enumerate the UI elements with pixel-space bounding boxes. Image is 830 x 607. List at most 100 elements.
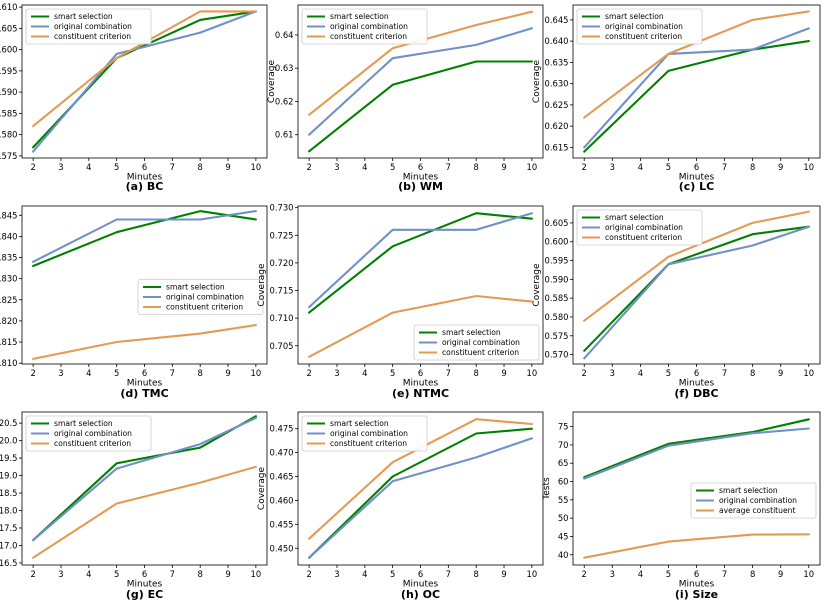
legend-box (690, 482, 817, 519)
legend-label-constituent-criterion: constituent criterion (605, 233, 682, 242)
y-tick-label: 0.585 (545, 293, 569, 303)
x-tick-label: 4 (638, 569, 643, 579)
panel-caption: (d) TMC (120, 387, 168, 400)
x-tick-label: 10 (803, 162, 814, 172)
y-tick-label: 0.590 (0, 87, 18, 97)
x-tick-label: 7 (170, 569, 175, 579)
x-tick-label: 4 (362, 569, 367, 579)
x-tick-label: 3 (334, 162, 339, 172)
x-tick-label: 2 (306, 162, 311, 172)
panel-caption: (b) WM (398, 180, 443, 193)
legend-label-smart-selection: smart selection (605, 213, 664, 222)
x-axis-label: Minutes (679, 173, 715, 183)
series-line-constituent-criterion (32, 10, 257, 128)
y-tick-label: 18.5 (0, 488, 18, 498)
x-tick-label: 4 (86, 162, 91, 172)
x-tick-label: 10 (251, 569, 262, 579)
series-line-smart-selection (583, 40, 810, 153)
x-tick-label: 2 (306, 368, 311, 378)
legend-label-constituent-criterion: constituent criterion (54, 32, 131, 41)
y-tick-label: 0.605 (0, 23, 18, 33)
y-tick-label: 60 (558, 477, 569, 487)
y-axis-label: Coverage (532, 263, 542, 307)
chart-b-wm: 2 3 4 5 6 7 8 9 10 0.61 0.62 0.63 0.64 Minutes Coverag… (267, 4, 544, 193)
y-tick-label: 0.720 (270, 258, 294, 268)
panel-caption: (a) BC (126, 180, 164, 193)
chart-a-bc: 2 3 4 5 6 7 8 9 10 0.575 0.580 0.585 0.590 0.595 0.600… (0, 2, 268, 193)
y-axis-label: Coverage (257, 466, 267, 510)
legend-box (301, 8, 428, 45)
x-tick-label: 2 (582, 368, 587, 378)
y-tick-label: 0.63 (275, 63, 294, 73)
series-line-constituent-criterion (308, 294, 533, 358)
x-tick-label: 6 (418, 162, 423, 172)
legend-box (25, 415, 152, 452)
legend-label-smart-selection: smart selection (330, 419, 389, 428)
y-axis-label: Coverage (267, 59, 277, 103)
x-tick-label: 9 (778, 162, 783, 172)
legend-label-smart-selection: smart selection (719, 486, 778, 495)
panel-caption: (c) LC (679, 180, 715, 193)
x-axis-label: Minutes (127, 173, 163, 183)
legend-label-smart-selection: smart selection (54, 12, 113, 21)
legend-box (413, 324, 540, 361)
legend-box (25, 8, 152, 45)
x-tick-label: 5 (666, 162, 671, 172)
series-line-original-combination (583, 225, 810, 360)
x-axis-label: Minutes (403, 173, 439, 183)
y-tick-label: 0.62 (275, 96, 294, 106)
y-tick-label: 0.470 (270, 448, 294, 458)
y-tick-label: 0.585 (0, 108, 18, 118)
x-tick-label: 2 (30, 368, 35, 378)
y-tick-label: 20.0 (0, 436, 18, 446)
y-tick-label: 0.570 (545, 350, 569, 360)
series-line-average-constituent (583, 533, 810, 559)
legend-label-smart-selection: smart selection (330, 12, 389, 21)
legend-label-original-combination: original combination (719, 496, 797, 505)
x-tick-label: 7 (446, 569, 451, 579)
series-line-constituent-criterion (32, 465, 257, 559)
y-tick-label: 18.0 (0, 506, 18, 516)
x-tick-label: 7 (722, 569, 727, 579)
y-tick-label: 75 (558, 422, 569, 432)
x-tick-label: 3 (58, 569, 63, 579)
series-line-original-combination (308, 437, 533, 559)
x-axis-label: Minutes (679, 379, 715, 389)
y-tick-label: 55 (558, 495, 569, 505)
series-line-constituent-criterion (583, 10, 810, 119)
legend-label-constituent-criterion: constituent criterion (442, 348, 519, 357)
series-line-original-combination (308, 27, 533, 136)
y-tick-label: 0.615 (545, 142, 569, 152)
x-tick-label: 8 (750, 569, 755, 579)
series-line-original-combination (32, 10, 257, 153)
legend-label-average-constituent: average constituent (719, 506, 795, 515)
x-tick-label: 5 (390, 162, 395, 172)
x-tick-label: 5 (390, 569, 395, 579)
x-tick-label: 6 (142, 569, 147, 579)
legend-label-smart-selection: smart selection (605, 12, 664, 21)
x-axis-label: Minutes (403, 379, 439, 389)
legend-label-original-combination: original combination (54, 22, 132, 31)
x-tick-label: 3 (610, 368, 615, 378)
x-tick-label: 10 (527, 162, 538, 172)
panel-caption: (i) Size (675, 588, 718, 601)
legend-label-original-combination: original combination (605, 223, 683, 232)
x-tick-label: 8 (474, 368, 479, 378)
y-tick-label: 17.0 (0, 540, 18, 550)
x-tick-label: 2 (582, 569, 587, 579)
x-tick-label: 10 (251, 368, 262, 378)
y-tick-label: 19.0 (0, 471, 18, 481)
x-tick-label: 8 (198, 368, 203, 378)
x-tick-label: 5 (666, 569, 671, 579)
x-tick-label: 6 (142, 162, 147, 172)
series-line-smart-selection (583, 225, 810, 352)
x-tick-label: 9 (225, 162, 230, 172)
y-tick-label: 0.825 (0, 295, 18, 305)
y-tick-label: 0.455 (270, 519, 294, 529)
x-tick-label: 8 (198, 569, 203, 579)
y-tick-label: 70 (558, 440, 569, 450)
